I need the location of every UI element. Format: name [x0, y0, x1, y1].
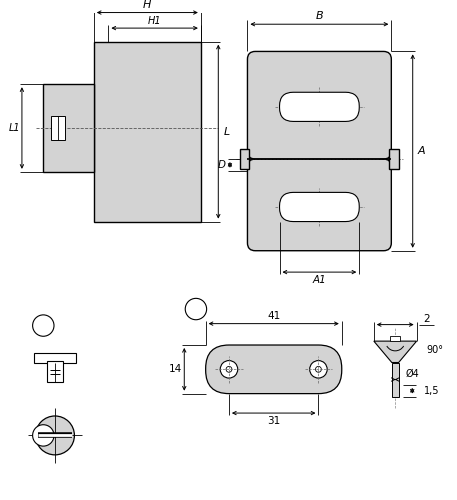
Bar — [390, 336, 400, 341]
Text: 31: 31 — [267, 416, 280, 426]
Text: L1: L1 — [8, 123, 20, 133]
Bar — [47, 360, 63, 382]
Text: 41: 41 — [267, 311, 280, 321]
Circle shape — [185, 298, 207, 320]
Bar — [51, 116, 65, 140]
Text: 1,5: 1,5 — [424, 386, 439, 396]
Text: 1: 1 — [40, 320, 47, 330]
FancyBboxPatch shape — [247, 52, 391, 159]
Bar — [94, 42, 201, 222]
Text: B: B — [316, 12, 323, 22]
Text: D: D — [218, 160, 226, 170]
Polygon shape — [374, 341, 417, 362]
Circle shape — [32, 424, 54, 446]
Bar — [33, 353, 76, 362]
Bar — [389, 150, 399, 169]
Text: H1: H1 — [148, 16, 161, 26]
Circle shape — [36, 416, 74, 455]
Text: Ø4: Ø4 — [405, 368, 419, 378]
Circle shape — [315, 366, 321, 372]
Circle shape — [226, 366, 232, 372]
FancyBboxPatch shape — [280, 192, 359, 222]
FancyBboxPatch shape — [247, 159, 391, 250]
Bar — [392, 362, 399, 396]
Text: A: A — [418, 146, 425, 156]
Text: 90°: 90° — [426, 345, 443, 355]
Bar — [239, 150, 250, 169]
Circle shape — [220, 360, 238, 378]
Text: 2: 2 — [423, 314, 430, 324]
Bar — [43, 84, 94, 172]
Text: H: H — [143, 0, 152, 10]
Text: L: L — [224, 126, 230, 136]
Circle shape — [32, 315, 54, 336]
Text: 14: 14 — [169, 364, 182, 374]
FancyBboxPatch shape — [280, 92, 359, 122]
Text: 2: 2 — [192, 304, 200, 314]
Text: A1: A1 — [313, 275, 326, 285]
FancyBboxPatch shape — [206, 345, 342, 394]
Circle shape — [310, 360, 327, 378]
